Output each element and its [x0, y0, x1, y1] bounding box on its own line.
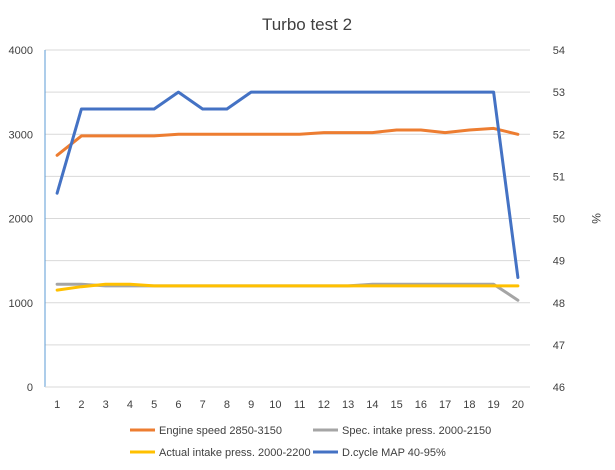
series-line-engine-speed-2850-3150 [55, 126, 520, 157]
legend: Engine speed 2850-3150 Spec. intake press… [130, 425, 491, 459]
y-left-tick-label: 4000 [9, 45, 33, 57]
series-line-d-cycle-map-40-95 [55, 90, 520, 279]
x-tick-label: 17 [439, 399, 451, 411]
x-tick-label: 2 [78, 399, 84, 411]
y-right-tick-label: 54 [553, 45, 565, 57]
y-right-tick-label: 53 [553, 87, 565, 99]
legend-item: Spec. intake press. 2000-2150 [313, 425, 491, 437]
x-tick-label: 13 [342, 399, 354, 411]
y-right-tick-label: 48 [553, 298, 565, 310]
x-tick-label: 15 [391, 399, 403, 411]
legend-item: Engine speed 2850-3150 [130, 425, 282, 437]
y-right-tick-label: 47 [553, 340, 565, 352]
legend-item: D.cycle MAP 40-95% [313, 447, 446, 459]
y-right-tick-label: 49 [553, 256, 565, 268]
x-tick-label: 6 [175, 399, 181, 411]
x-tick-label: 12 [318, 399, 330, 411]
legend-label: Engine speed 2850-3150 [159, 425, 282, 437]
legend-label: Spec. intake press. 2000-2150 [342, 425, 491, 437]
y-left-tick-label: 1000 [9, 298, 33, 310]
x-tick-label: 11 [294, 399, 305, 411]
gridlines [45, 49, 530, 346]
x-tick-label: 4 [127, 399, 133, 411]
x-tick-label: 3 [103, 399, 109, 411]
y-right-tick-label: 51 [553, 171, 565, 183]
x-tick-label: 16 [415, 399, 427, 411]
y-right-tick-label: 50 [553, 214, 565, 226]
x-tick-label: 18 [463, 399, 475, 411]
x-tick-label: 1 [54, 399, 60, 411]
x-tick-label: 10 [269, 399, 281, 411]
x-tick-label: 8 [224, 399, 230, 411]
y-right-tick-label: 46 [553, 382, 565, 394]
y-right-axis-label: % [589, 213, 603, 224]
x-tick-label: 19 [488, 399, 500, 411]
legend-label: D.cycle MAP 40-95% [342, 447, 446, 459]
series-lines [55, 90, 520, 302]
x-tick-label: 20 [512, 399, 524, 411]
series-line-actual-intake-press-2000-2200 [55, 282, 520, 292]
y-right-tick-label: 52 [553, 129, 565, 141]
chart-title: Turbo test 2 [262, 15, 352, 34]
legend-item: Actual intake press. 2000-2200 [130, 447, 311, 459]
y-left-tick-label: 2000 [9, 214, 33, 226]
y-left-tick-label: 3000 [9, 129, 33, 141]
legend-label: Actual intake press. 2000-2200 [159, 447, 311, 459]
x-tick-label: 9 [248, 399, 254, 411]
x-tick-label: 7 [200, 399, 206, 411]
x-tick-label: 14 [366, 399, 378, 411]
x-tick-label: 5 [151, 399, 157, 411]
y-left-tick-label: 0 [27, 382, 33, 394]
